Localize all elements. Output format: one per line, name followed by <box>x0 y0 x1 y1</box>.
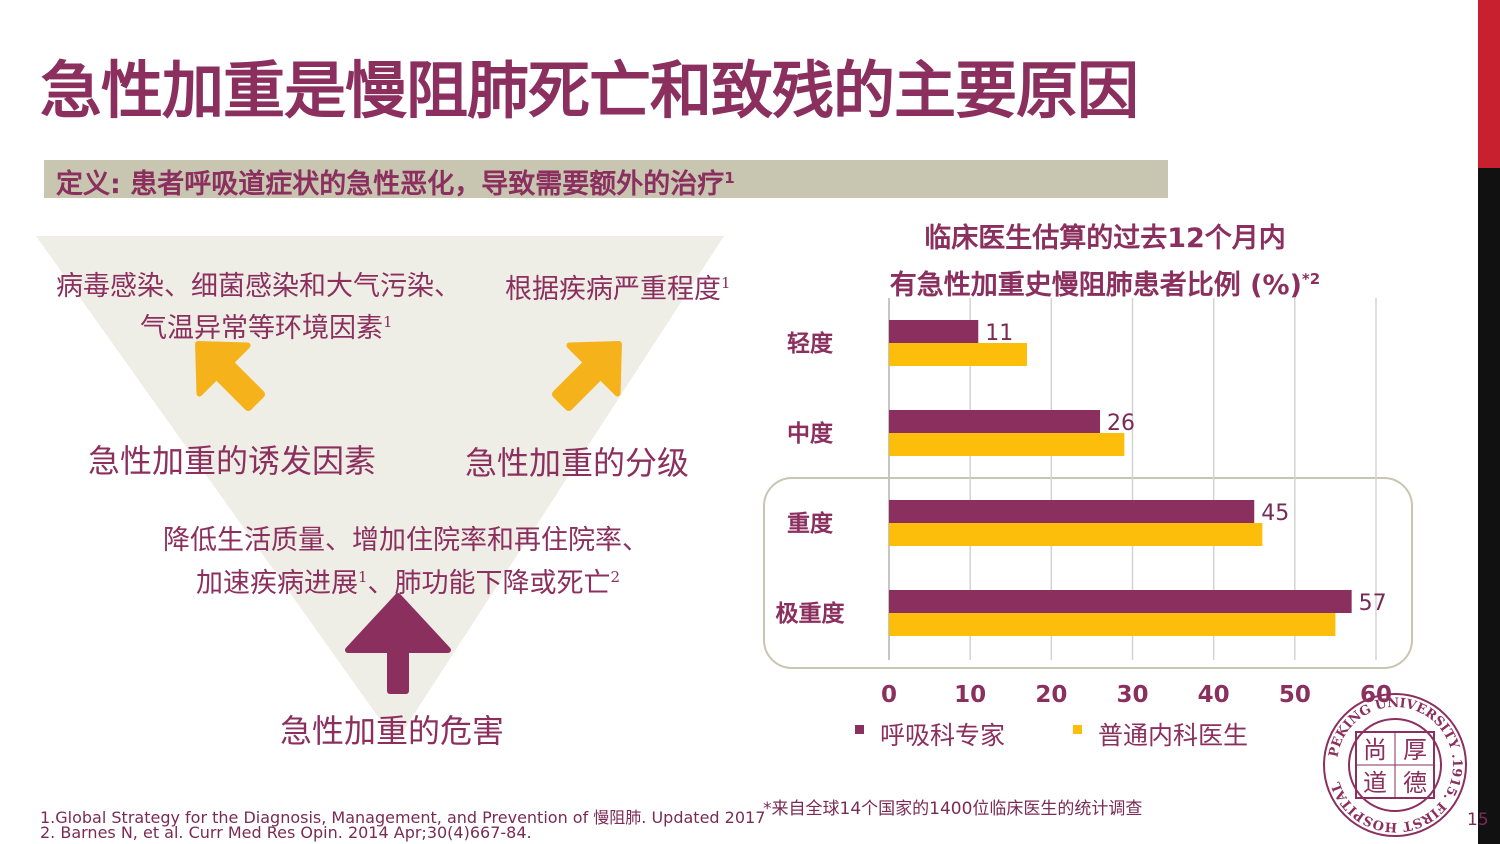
legend-item-experts: 呼吸科专家 <box>855 716 1005 752</box>
harm-heading: 急性加重的危害 <box>280 712 505 750</box>
data-label-0: 11 <box>985 321 1013 346</box>
data-label-2: 45 <box>1261 501 1289 526</box>
slide-title: 急性加重是慢阻肺死亡和致残的主要原因 <box>40 54 1139 127</box>
svg-text:道: 道 <box>1363 769 1387 797</box>
bar-experts-2 <box>889 500 1255 523</box>
accent-bar-black <box>1478 168 1500 844</box>
x-tick-label-10: 10 <box>954 682 986 708</box>
triggers-text-line2: 气温异常等环境因素1 <box>140 313 393 344</box>
svg-text:厚: 厚 <box>1403 736 1427 764</box>
definition-ref: 1 <box>724 169 735 187</box>
bar-gps-1 <box>889 433 1125 456</box>
bar-gps-3 <box>889 613 1336 636</box>
peking-university-first-hospital-logo: PEKING UNIVERSITY .1915. FIRST HOSPITAL … <box>1323 693 1467 837</box>
svg-text:德: 德 <box>1403 769 1427 797</box>
triangle-diagram <box>36 236 724 742</box>
svg-text:尚: 尚 <box>1363 736 1387 764</box>
reference-1: 1.Global Strategy for the Diagnosis, Man… <box>40 808 766 827</box>
grading-text: 根据疾病严重程度1 <box>505 274 731 305</box>
trigger-arrow-icon <box>195 341 265 411</box>
x-tick-label-20: 20 <box>1035 682 1067 708</box>
triggers-text-line1: 病毒感染、细菌感染和大气污染、 <box>56 271 461 302</box>
x-tick-label-50: 50 <box>1279 682 1311 708</box>
harm-text-line2: 加速疾病进展1、肺功能下降或死亡2 <box>196 568 621 599</box>
x-tick-label-40: 40 <box>1198 682 1230 708</box>
bar-gps-2 <box>889 523 1263 546</box>
chart-title: 临床医生估算的过去12个月内 有急性加重史慢阻肺患者比例 (%)*2 <box>780 218 1430 306</box>
page-number: 15 <box>1467 810 1489 830</box>
bar-experts-0 <box>889 320 979 343</box>
data-label-1: 26 <box>1107 411 1135 436</box>
triggers-heading: 急性加重的诱发因素 <box>88 442 377 480</box>
legend-swatch-experts <box>855 724 864 734</box>
reference-2: 2. Barnes N, et al. Curr Med Res Opin. 2… <box>40 823 532 842</box>
category-label-3: 极重度 <box>776 600 846 627</box>
harm-arrow-icon <box>345 593 451 694</box>
bar-gps-0 <box>889 343 1027 366</box>
definition-text: 定义: 患者呼吸道症状的急性恶化，导致需要额外的治疗1 <box>56 169 735 200</box>
grading-arrow-icon <box>552 341 622 411</box>
category-label-0: 轻度 <box>787 330 834 357</box>
chart-footnote: *来自全球14个国家的1400位临床医生的统计调查 <box>763 799 1143 819</box>
x-tick-label-30: 30 <box>1116 682 1148 708</box>
legend-swatch-gps <box>1073 724 1082 734</box>
grading-heading: 急性加重的分级 <box>465 444 690 482</box>
category-label-1: 中度 <box>787 420 834 447</box>
chart-title-line1: 临床医生估算的过去12个月内 <box>924 223 1286 254</box>
highlight-box <box>763 477 1413 669</box>
data-label-3: 57 <box>1359 591 1387 616</box>
bar-experts-3 <box>889 590 1352 613</box>
chart-title-line2: 有急性加重史慢阻肺患者比例 (%)*2 <box>889 270 1321 301</box>
bar-experts-1 <box>889 410 1101 433</box>
x-tick-label-0: 0 <box>881 682 897 708</box>
accent-bar-red <box>1478 0 1500 168</box>
category-label-2: 重度 <box>787 510 834 537</box>
harm-text-line1: 降低生活质量、增加住院率和再住院率、 <box>163 525 649 556</box>
legend-item-gps: 普通内科医生 <box>1073 716 1248 752</box>
definition-band <box>44 160 1168 198</box>
